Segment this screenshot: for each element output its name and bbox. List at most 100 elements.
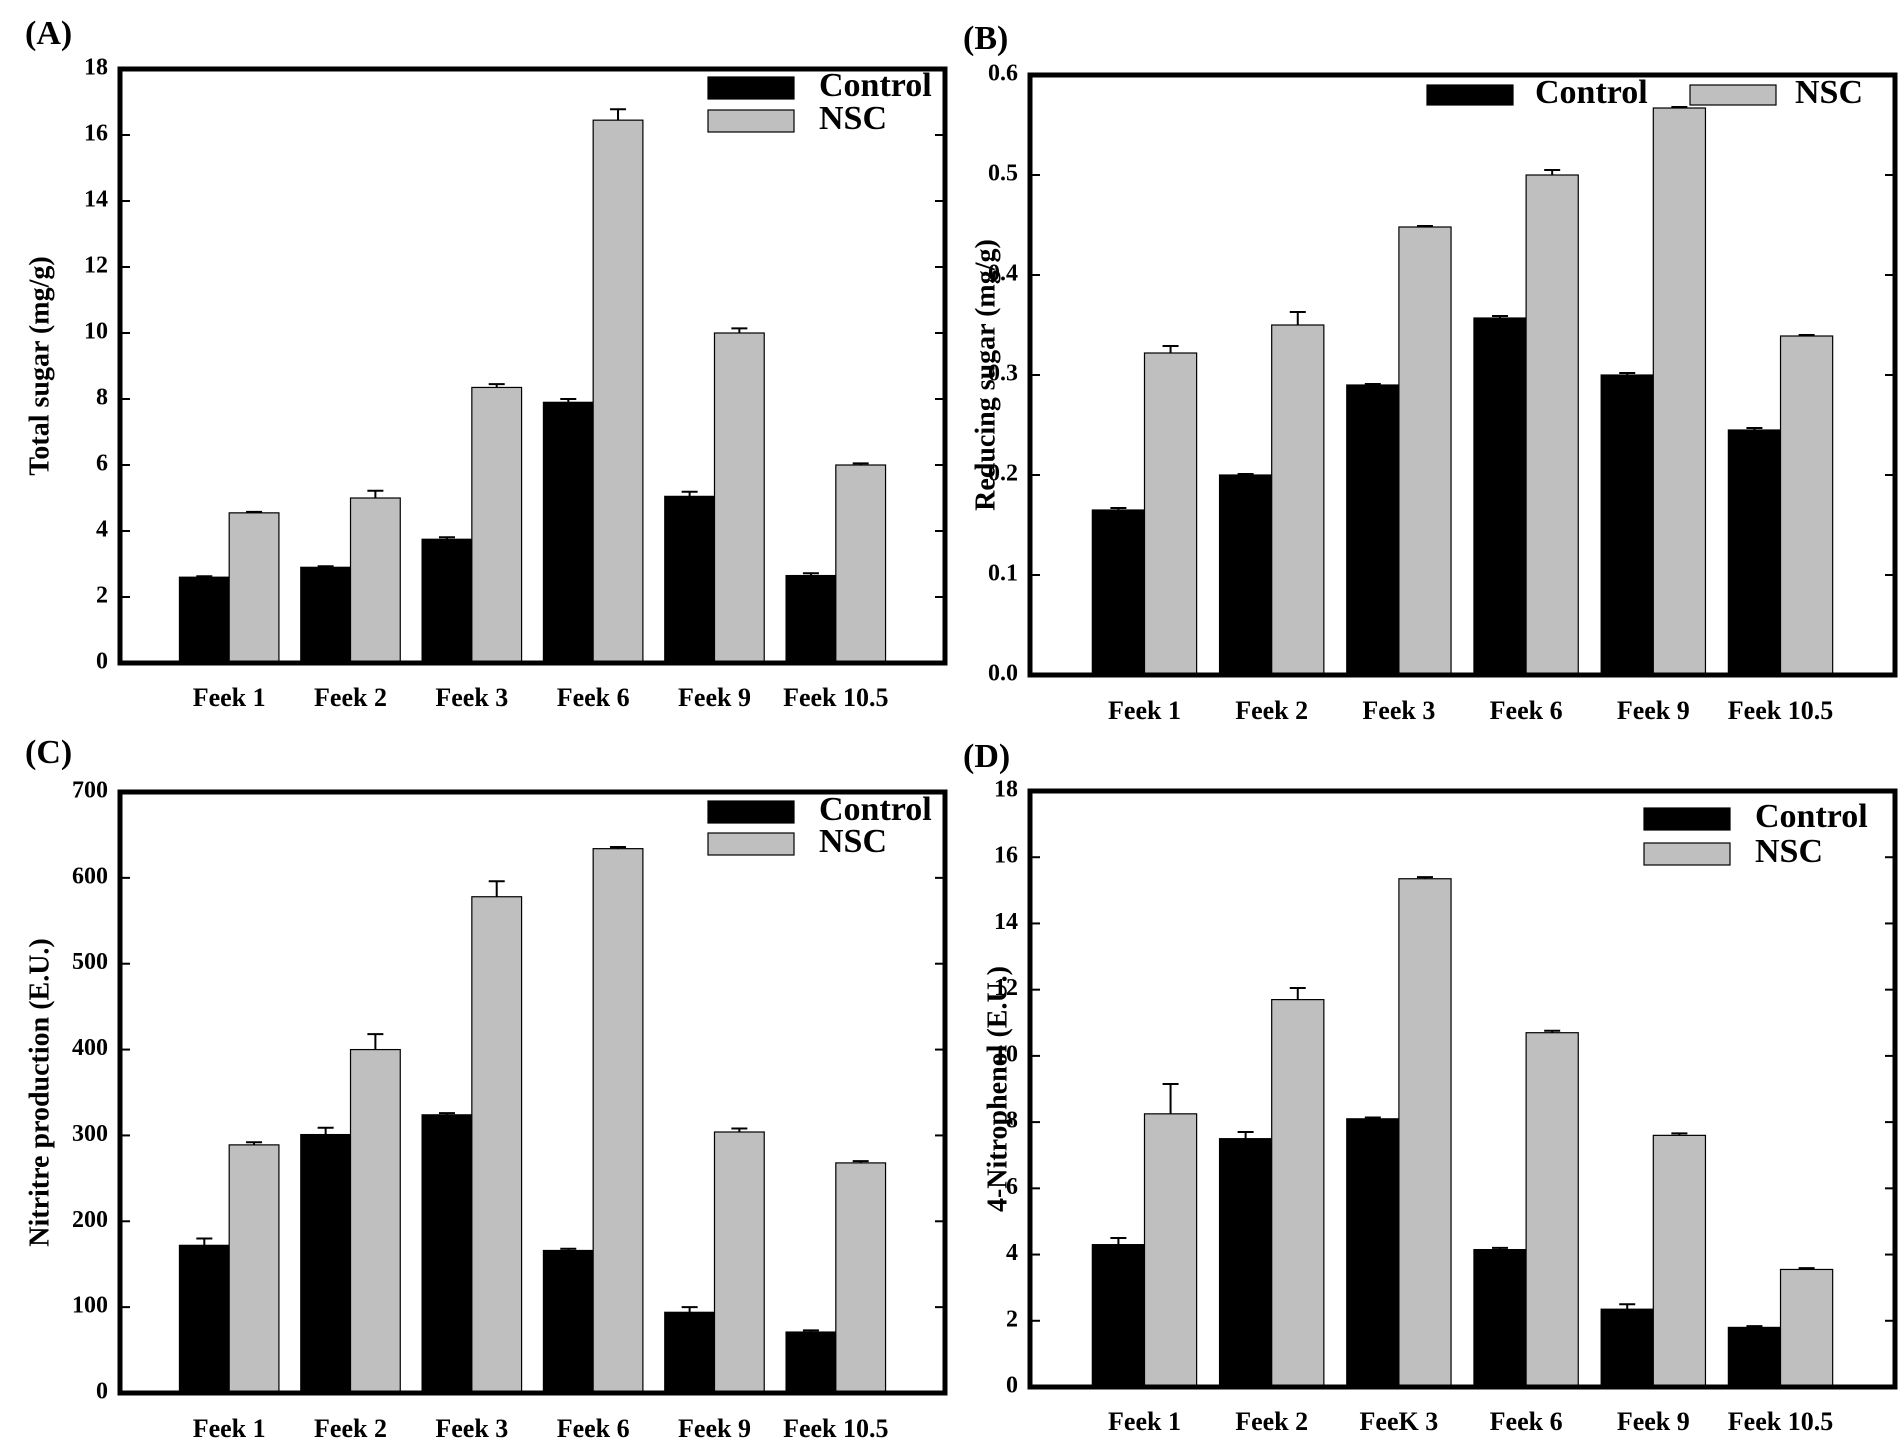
- legend-label-control-c: Control: [819, 791, 932, 828]
- legend-swatch-nsc-b: [1689, 84, 1777, 106]
- y-tick-label-c: 300: [72, 1121, 108, 1147]
- x-tick-label-b: Feek 1: [1108, 696, 1181, 725]
- y-tick-label-a: 8: [96, 385, 108, 411]
- y-tick-label-d: 18: [994, 777, 1018, 803]
- x-tick-label-d: Feek 6: [1490, 1407, 1563, 1436]
- y-tick-label-d: 8: [1006, 1108, 1018, 1134]
- legend-swatch-nsc-d: [1643, 842, 1731, 866]
- x-tick-label-c: Feek 2: [314, 1414, 387, 1442]
- bar-nsc-b: [1143, 352, 1198, 676]
- plot-frame-b: [1027, 72, 1898, 678]
- bar-nsc-c: [592, 848, 644, 1394]
- bar-control-c: [178, 1244, 230, 1394]
- y-tick-label-b: 0.0: [988, 661, 1018, 687]
- y-tick-label-a: 10: [84, 319, 108, 345]
- y-tick-label-c: 700: [72, 778, 108, 804]
- bar-nsc-d: [1779, 1268, 1834, 1388]
- bar-nsc-a: [228, 512, 280, 664]
- y-tick-label-d: 4: [1006, 1240, 1018, 1266]
- bar-nsc-c: [228, 1144, 280, 1394]
- y-tick-label-d: 2: [1006, 1306, 1018, 1332]
- bar-nsc-a: [471, 386, 523, 664]
- x-tick-label-c: Feek 6: [557, 1414, 630, 1442]
- x-tick-label-a: Feek 6: [557, 683, 630, 712]
- bar-control-b: [1473, 317, 1527, 676]
- bar-nsc-d: [1398, 878, 1452, 1388]
- panel-label-c: (C): [25, 734, 72, 771]
- y-axis-title-b: Reducing sugar (mg/g): [970, 239, 1001, 511]
- bar-control-d: [1346, 1118, 1400, 1388]
- y-tick-label-b: 0.3: [988, 361, 1018, 387]
- y-tick-label-a: 12: [84, 253, 108, 279]
- y-tick-label-d: 6: [1006, 1174, 1018, 1200]
- bar-control-a: [300, 566, 352, 664]
- bar-control-d: [1473, 1248, 1527, 1388]
- y-tick-label-b: 0.6: [988, 61, 1018, 87]
- bar-control-d: [1727, 1326, 1782, 1388]
- x-tick-label-c: Feek 9: [678, 1414, 751, 1442]
- bar-control-d: [1091, 1244, 1146, 1388]
- x-tick-label-d: Feek 1: [1108, 1407, 1181, 1436]
- panel-label-b: (B): [963, 20, 1008, 57]
- y-tick-label-b: 0.4: [988, 261, 1018, 287]
- x-tick-label-a: Feek 2: [314, 683, 387, 712]
- y-tick-label-a: 4: [96, 517, 108, 543]
- legend-label-nsc-d: NSC: [1755, 833, 1823, 870]
- bar-control-d: [1600, 1308, 1654, 1388]
- plot-frame-a: [117, 66, 948, 666]
- y-axis-title-d: 4-Nitrophenol (E.U.): [982, 966, 1013, 1212]
- legend-label-nsc-c: NSC: [819, 823, 887, 860]
- bar-nsc-a: [592, 119, 644, 664]
- x-tick-label-d: FeeK 3: [1360, 1407, 1439, 1436]
- y-tick-label-d: 16: [994, 843, 1018, 869]
- x-tick-label-c: Feek 10.5: [783, 1414, 888, 1442]
- legend-swatch-control-d: [1643, 807, 1731, 831]
- y-tick-label-c: 0: [96, 1379, 108, 1405]
- y-tick-label-d: 10: [994, 1041, 1018, 1067]
- x-tick-label-d: Feek 10.5: [1728, 1407, 1833, 1436]
- legend-label-nsc-b: NSC: [1795, 74, 1863, 111]
- y-tick-label-b: 0.1: [988, 561, 1018, 587]
- bar-control-b: [1091, 509, 1146, 676]
- y-tick-label-c: 500: [72, 949, 108, 975]
- y-tick-label-a: 16: [84, 121, 108, 147]
- x-tick-label-a: Feek 3: [435, 683, 508, 712]
- legend-swatch-control-a: [707, 76, 795, 100]
- y-tick-label-a: 0: [96, 649, 108, 675]
- plot-frame-d: [1027, 788, 1898, 1390]
- y-tick-label-a: 18: [84, 55, 108, 81]
- legend-swatch-nsc-c: [707, 832, 795, 856]
- y-tick-label-a: 14: [84, 187, 108, 213]
- x-tick-label-c: Feek 1: [193, 1414, 266, 1442]
- bar-control-a: [178, 576, 230, 664]
- y-tick-label-a: 6: [96, 451, 108, 477]
- x-tick-label-b: Feek 10.5: [1728, 696, 1833, 725]
- bar-nsc-b: [1779, 335, 1834, 676]
- legend-swatch-control-b: [1426, 84, 1514, 106]
- bar-nsc-c: [835, 1162, 887, 1394]
- bar-nsc-d: [1652, 1134, 1707, 1388]
- bar-nsc-a: [349, 497, 401, 664]
- bar-nsc-b: [1271, 324, 1325, 676]
- panel-label-a: (A): [25, 15, 72, 52]
- y-axis-title-a: Total sugar (mg/g): [24, 256, 55, 475]
- y-tick-label-d: 14: [994, 909, 1018, 935]
- x-tick-label-a: Feek 1: [193, 683, 266, 712]
- bar-control-c: [421, 1114, 473, 1394]
- x-tick-label-d: Feek 2: [1235, 1407, 1308, 1436]
- bar-nsc-c: [471, 896, 523, 1394]
- bar-nsc-b: [1398, 226, 1452, 676]
- legend-label-control-d: Control: [1755, 798, 1868, 835]
- bar-nsc-b: [1652, 107, 1707, 676]
- y-tick-label-c: 200: [72, 1207, 108, 1233]
- legend-label-nsc-a: NSC: [819, 100, 887, 137]
- x-tick-label-a: Feek 10.5: [783, 683, 888, 712]
- y-tick-label-b: 0.2: [988, 461, 1018, 487]
- y-tick-label-c: 400: [72, 1035, 108, 1061]
- bar-nsc-d: [1525, 1032, 1579, 1388]
- bar-nsc-d: [1271, 998, 1325, 1388]
